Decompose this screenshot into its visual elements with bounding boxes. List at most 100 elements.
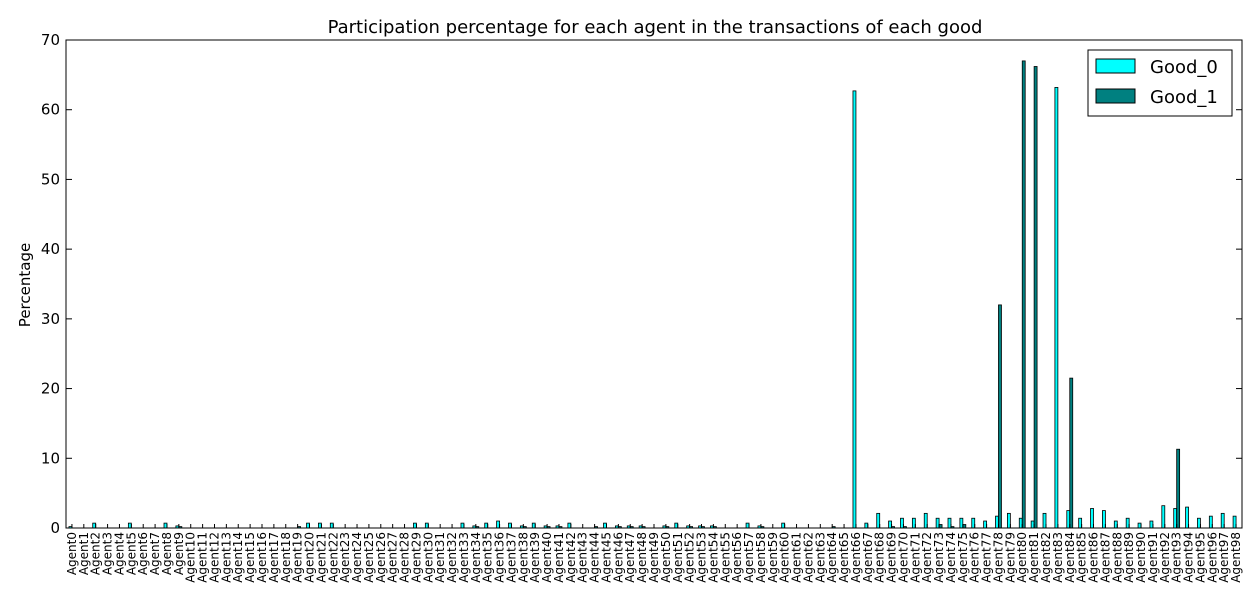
x-tick-label-agent51: Agent51 (671, 532, 685, 583)
x-tick-label-agent83: Agent83 (1051, 532, 1065, 583)
x-tick-label-agent29: Agent29 (409, 532, 423, 583)
x-tick-label-agent60: Agent60 (778, 532, 792, 583)
x-tick-label-agent34: Agent34 (469, 532, 483, 583)
legend-label-good-0: Good_0 (1150, 57, 1218, 78)
x-tick-label-agent4: Agent4 (112, 532, 126, 575)
x-tick-label-agent85: Agent85 (1075, 532, 1089, 583)
x-tick-label-agent64: Agent64 (825, 532, 839, 583)
x-tick-label-agent15: Agent15 (243, 532, 257, 583)
x-tick-label-agent66: Agent66 (849, 532, 863, 583)
x-tick-label-agent45: Agent45 (599, 532, 613, 583)
chart-title: Participation percentage for each agent … (328, 17, 983, 38)
x-tick-label-agent42: Agent42 (564, 532, 578, 583)
x-tick-label-agent75: Agent75 (956, 532, 970, 583)
bar-good-0-agent83 (1054, 87, 1059, 529)
x-tick-label-agent93: Agent93 (1170, 532, 1184, 583)
x-tick-label-agent47: Agent47 (623, 532, 637, 583)
y-tick-label: 60 (41, 101, 60, 119)
x-tick-label-agent23: Agent23 (338, 532, 352, 583)
x-tick-label-agent24: Agent24 (350, 532, 364, 583)
x-tick-label-agent19: Agent19 (291, 532, 305, 583)
x-tick-label-agent5: Agent5 (124, 532, 138, 575)
x-tick-label-agent36: Agent36 (493, 532, 507, 583)
x-tick-label-agent3: Agent3 (101, 532, 115, 575)
x-tick-label-agent82: Agent82 (1039, 532, 1053, 583)
bar-good-0-agent66 (852, 90, 857, 529)
x-tick-label-agent41: Agent41 (552, 532, 566, 583)
x-tick-label-agent67: Agent67 (861, 532, 875, 583)
x-tick-label-agent58: Agent58 (754, 532, 768, 583)
y-tick-label: 30 (41, 310, 60, 328)
x-tick-label-agent6: Agent6 (136, 532, 150, 575)
x-tick-label-agent81: Agent81 (1027, 532, 1041, 583)
x-tick-label-agent69: Agent69 (885, 532, 899, 583)
bar-good-1-agent93 (1176, 448, 1181, 529)
x-tick-label-agent27: Agent27 (386, 532, 400, 583)
y-axis: 0 10 20 30 40 50 60 70 (41, 31, 1242, 537)
y-tick-label: 20 (41, 380, 60, 398)
legend-label-good-1: Good_1 (1150, 87, 1218, 108)
x-tick-label-agent32: Agent32 (445, 532, 459, 583)
legend-swatch-good-0 (1095, 58, 1136, 74)
x-tick-label-agent16: Agent16 (255, 532, 269, 583)
x-tick-label-agent17: Agent17 (267, 532, 281, 583)
x-tick-label-agent33: Agent33 (457, 532, 471, 583)
x-tick-label-agent54: Agent54 (706, 532, 720, 583)
y-tick-label: 70 (41, 31, 60, 49)
x-axis: Agent0Agent1Agent2Agent3Agent4Agent5Agen… (65, 524, 1243, 583)
bar-good-1-agent81 (1033, 66, 1038, 529)
x-tick-label-agent46: Agent46 (611, 532, 625, 583)
x-tick-label-agent21: Agent21 (314, 532, 328, 583)
x-tick-label-agent12: Agent12 (207, 532, 221, 583)
x-tick-label-agent96: Agent96 (1205, 532, 1219, 583)
x-tick-label-agent77: Agent77 (980, 532, 994, 583)
y-tick-label: 40 (41, 240, 60, 258)
x-tick-label-agent10: Agent10 (184, 532, 198, 583)
x-tick-label-agent55: Agent55 (718, 532, 732, 583)
x-tick-label-agent52: Agent52 (683, 532, 697, 583)
x-tick-label-agent26: Agent26 (374, 532, 388, 583)
x-tick-label-agent7: Agent7 (148, 532, 162, 575)
x-tick-label-agent8: Agent8 (160, 532, 174, 575)
y-tick-label: 10 (41, 449, 60, 467)
x-tick-label-agent13: Agent13 (219, 532, 233, 583)
x-tick-label-agent65: Agent65 (837, 532, 851, 583)
x-tick-label-agent2: Agent2 (89, 532, 103, 575)
bar-good-1-agent84 (1069, 377, 1074, 529)
x-tick-label-agent88: Agent88 (1110, 532, 1124, 583)
x-tick-label-agent72: Agent72 (920, 532, 934, 583)
x-tick-label-agent30: Agent30 (421, 532, 435, 583)
x-tick-label-agent25: Agent25 (362, 532, 376, 583)
x-tick-label-agent35: Agent35 (481, 532, 495, 583)
x-tick-label-agent94: Agent94 (1182, 532, 1196, 583)
x-tick-label-agent62: Agent62 (801, 532, 815, 583)
x-tick-label-agent0: Agent0 (65, 532, 79, 575)
x-tick-label-agent14: Agent14 (231, 532, 245, 583)
x-tick-label-agent78: Agent78 (991, 532, 1005, 583)
x-tick-label-agent22: Agent22 (326, 532, 340, 583)
x-tick-label-agent48: Agent48 (635, 532, 649, 583)
x-tick-label-agent76: Agent76 (968, 532, 982, 583)
x-tick-label-agent1: Agent1 (77, 532, 91, 575)
x-tick-label-agent86: Agent86 (1087, 532, 1101, 583)
x-tick-label-agent9: Agent9 (172, 532, 186, 575)
x-tick-label-agent11: Agent11 (196, 532, 210, 583)
x-tick-label-agent44: Agent44 (588, 532, 602, 583)
x-tick-label-agent18: Agent18 (279, 532, 293, 583)
x-tick-label-agent91: Agent91 (1146, 532, 1160, 583)
x-tick-label-agent49: Agent49 (647, 532, 661, 583)
x-tick-label-agent43: Agent43 (576, 532, 590, 583)
bar-good-1-agent78 (998, 304, 1002, 529)
x-tick-label-agent80: Agent80 (1015, 532, 1029, 583)
x-tick-label-agent53: Agent53 (695, 532, 709, 583)
x-tick-label-agent56: Agent56 (730, 532, 744, 583)
x-tick-label-agent87: Agent87 (1098, 532, 1112, 583)
x-tick-label-agent84: Agent84 (1063, 532, 1077, 583)
x-tick-label-agent74: Agent74 (944, 532, 958, 583)
x-tick-label-agent98: Agent98 (1229, 532, 1243, 583)
y-axis-label: Percentage (16, 243, 34, 327)
x-tick-label-agent50: Agent50 (659, 532, 673, 583)
legend: Good_0 Good_1 (1087, 49, 1233, 117)
x-tick-label-agent68: Agent68 (873, 532, 887, 583)
